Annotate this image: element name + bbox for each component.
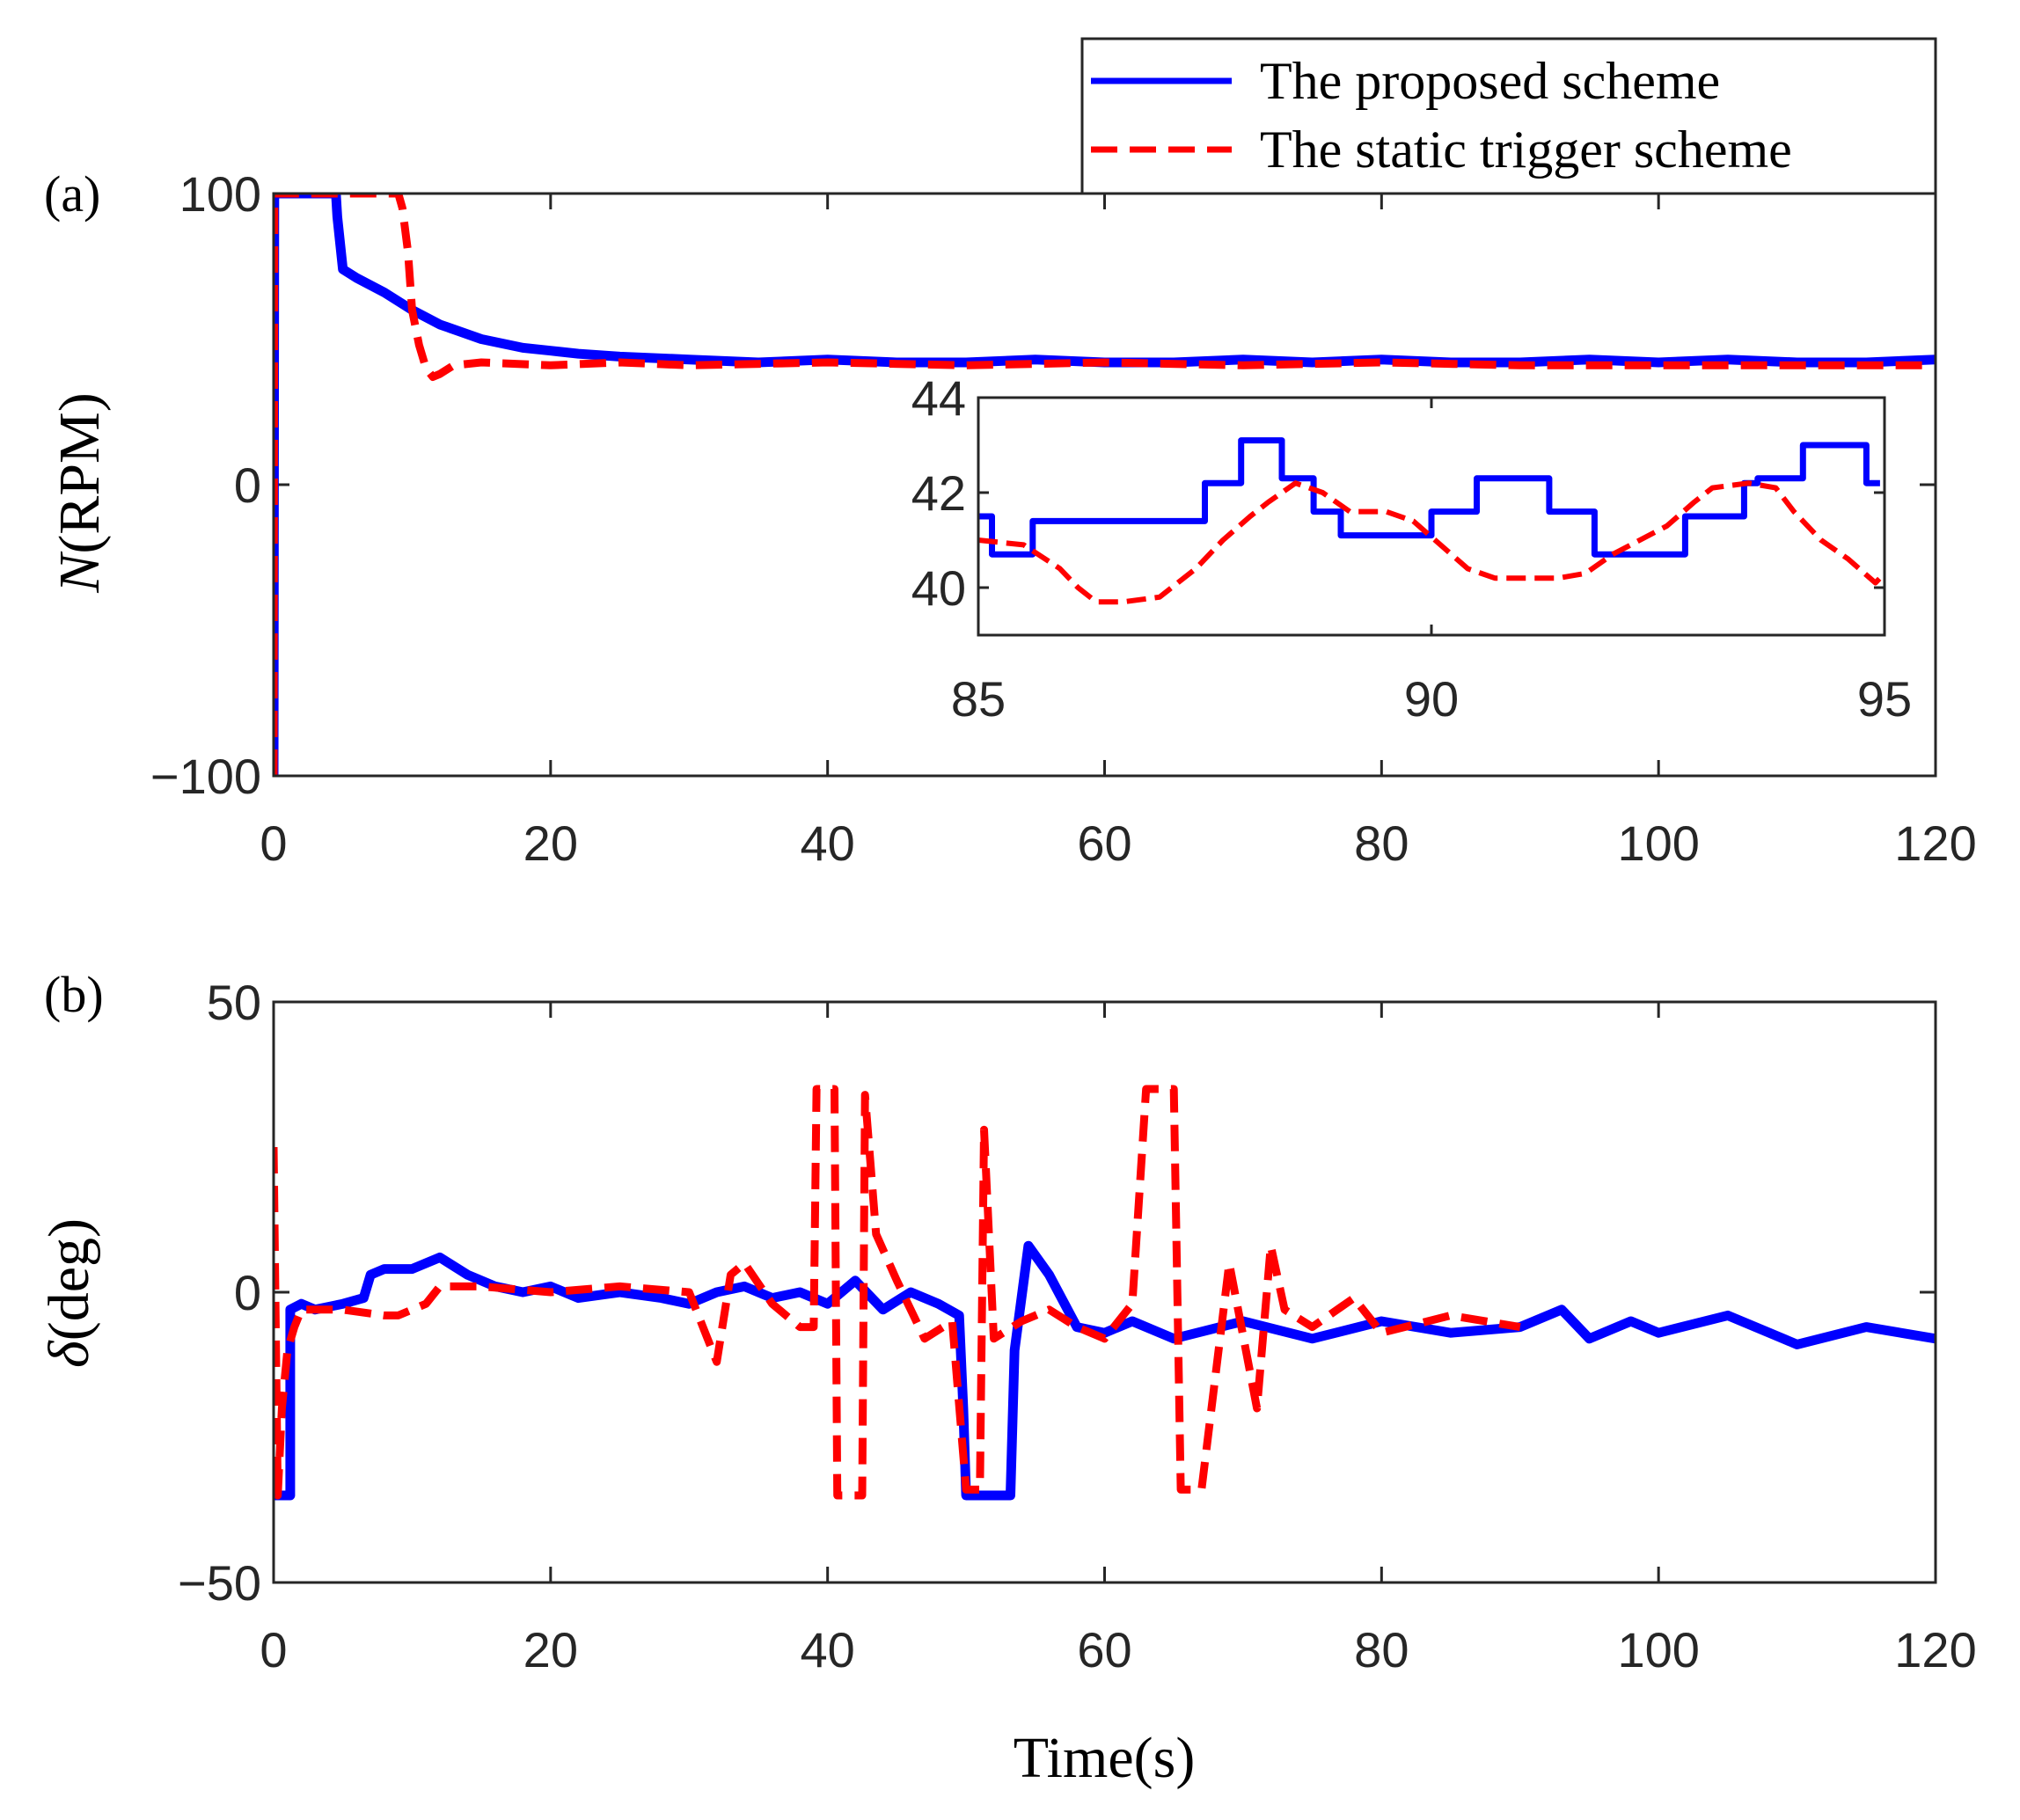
panel-a-label: (a) xyxy=(44,165,100,223)
panel-a-ylabel-unit: (RPM) xyxy=(48,392,112,553)
panel-b-ylabel: δ(deg) xyxy=(37,1218,101,1368)
inset-ytick-label: 44 xyxy=(911,370,966,426)
chart-layer: 0 20 40 60 80 100 120 −100 0 100 (a) N(RPM) 85 90 95 40… xyxy=(37,37,1977,1790)
panel-b-label: (b) xyxy=(44,966,104,1023)
panel-b-series-static-trigger xyxy=(274,1085,1521,1500)
panel-b-ylabel-unit: (deg) xyxy=(37,1218,101,1341)
panel-a-ylabel: N(RPM) xyxy=(48,392,112,593)
panel-a-series-static-trigger xyxy=(274,194,1936,776)
panel-b-xtick-label: 0 xyxy=(260,1622,287,1677)
panel-b-ytick-label: 0 xyxy=(234,1265,261,1320)
panel-b-series-proposed xyxy=(274,1240,1936,1501)
panel-b: 0 20 40 60 80 100 120 −50 0 50 (b) δ(deg) Time(s) xyxy=(37,966,1977,1790)
panel-b-series xyxy=(274,1085,1936,1501)
panel-a-xtick-label: 0 xyxy=(260,815,287,871)
inset-series xyxy=(978,437,1885,605)
legend-label-static-trigger: The static trigger scheme xyxy=(1260,121,1792,179)
panel-b-xtick-label: 60 xyxy=(1077,1622,1131,1677)
panel-b-xtick-label: 40 xyxy=(801,1622,855,1677)
inset-axes-frame xyxy=(977,396,1886,637)
panel-b-xtick-label: 20 xyxy=(523,1622,578,1677)
panel-a-series xyxy=(274,194,1936,776)
panel-a-xtick-label: 100 xyxy=(1617,815,1699,871)
panel-b-ylabel-symbol: δ xyxy=(37,1340,101,1368)
legend: The proposed scheme The static trigger sc… xyxy=(1080,37,1937,195)
panel-a-xtick-label: 20 xyxy=(523,815,578,871)
legend-label-proposed: The proposed scheme xyxy=(1260,52,1720,110)
panel-a-ylabel-symbol: N xyxy=(48,551,112,594)
inset-ytick-label: 40 xyxy=(911,560,966,616)
panel-b-ytick-label: −50 xyxy=(178,1555,261,1611)
inset-series-proposed xyxy=(978,437,1880,558)
panel-a-ytick-label: −100 xyxy=(150,749,261,804)
panel-a-xtick-label: 40 xyxy=(801,815,855,871)
inset-ytick-label: 42 xyxy=(911,465,966,521)
panel-b-xlabel: Time(s) xyxy=(1014,1726,1196,1790)
panel-a-xtick-label: 80 xyxy=(1354,815,1409,871)
inset-xtick-label: 85 xyxy=(951,671,1006,727)
panel-a-xtick-label: 120 xyxy=(1894,815,1976,871)
panel-b-axes-frame xyxy=(272,1000,1937,1584)
inset: 85 90 95 40 42 44 xyxy=(911,370,1912,727)
panel-b-xtick-label: 80 xyxy=(1354,1622,1409,1677)
inset-xtick-label: 95 xyxy=(1857,671,1912,727)
panel-a-xtick-label: 60 xyxy=(1077,815,1131,871)
panel-b-ytick-label: 50 xyxy=(207,975,261,1030)
panel-b-xtick-label: 120 xyxy=(1894,1622,1976,1677)
inset-xtick-label: 90 xyxy=(1404,671,1459,727)
panel-a-ytick-label: 0 xyxy=(234,457,261,513)
legend-box xyxy=(1080,37,1937,195)
panel-b-xtick-label: 100 xyxy=(1617,1622,1699,1677)
panel-a-ytick-label: 100 xyxy=(179,166,261,222)
inset-series-static-trigger xyxy=(978,480,1885,605)
